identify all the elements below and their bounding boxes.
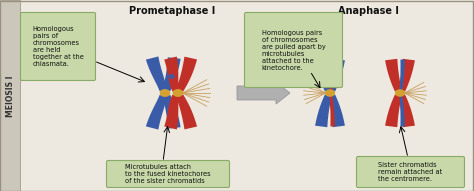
Polygon shape [328,95,345,127]
Text: MEIOSIS I: MEIOSIS I [6,75,15,117]
FancyArrow shape [237,82,290,104]
Polygon shape [176,94,197,129]
Polygon shape [400,60,405,91]
Polygon shape [164,57,180,92]
Polygon shape [315,59,332,91]
Polygon shape [163,57,181,91]
Polygon shape [164,94,180,129]
Polygon shape [146,56,167,91]
Text: Prometaphase I: Prometaphase I [129,6,215,16]
Polygon shape [329,96,335,126]
Polygon shape [329,60,335,91]
Polygon shape [400,96,405,126]
Text: Homologous
pairs of
chromosomes
are held
together at the
chiasmata.: Homologous pairs of chromosomes are held… [33,26,83,67]
FancyBboxPatch shape [0,0,20,191]
Polygon shape [328,59,345,91]
FancyBboxPatch shape [356,156,465,188]
Text: Anaphase I: Anaphase I [337,6,399,16]
Polygon shape [315,95,332,127]
Ellipse shape [326,90,334,96]
Polygon shape [176,57,197,92]
Ellipse shape [160,90,170,96]
Ellipse shape [169,108,174,111]
Ellipse shape [396,90,404,96]
Polygon shape [399,59,415,91]
Polygon shape [385,59,401,91]
Text: Sister chromatids
remain attached at
the centromere.: Sister chromatids remain attached at the… [378,162,443,182]
Ellipse shape [173,90,182,96]
Polygon shape [146,95,167,129]
FancyBboxPatch shape [20,12,95,80]
Polygon shape [385,95,401,127]
Ellipse shape [169,75,174,78]
Polygon shape [163,95,181,129]
FancyBboxPatch shape [245,12,343,87]
Polygon shape [399,95,415,127]
FancyBboxPatch shape [107,160,229,188]
Text: Homologous pairs
of chromosomes
are pulled apart by
microtubules
attached to the: Homologous pairs of chromosomes are pull… [262,29,325,70]
Text: Microtubules attach
to the fused kinetochores
of the sister chromatids: Microtubules attach to the fused kinetoc… [125,164,211,184]
